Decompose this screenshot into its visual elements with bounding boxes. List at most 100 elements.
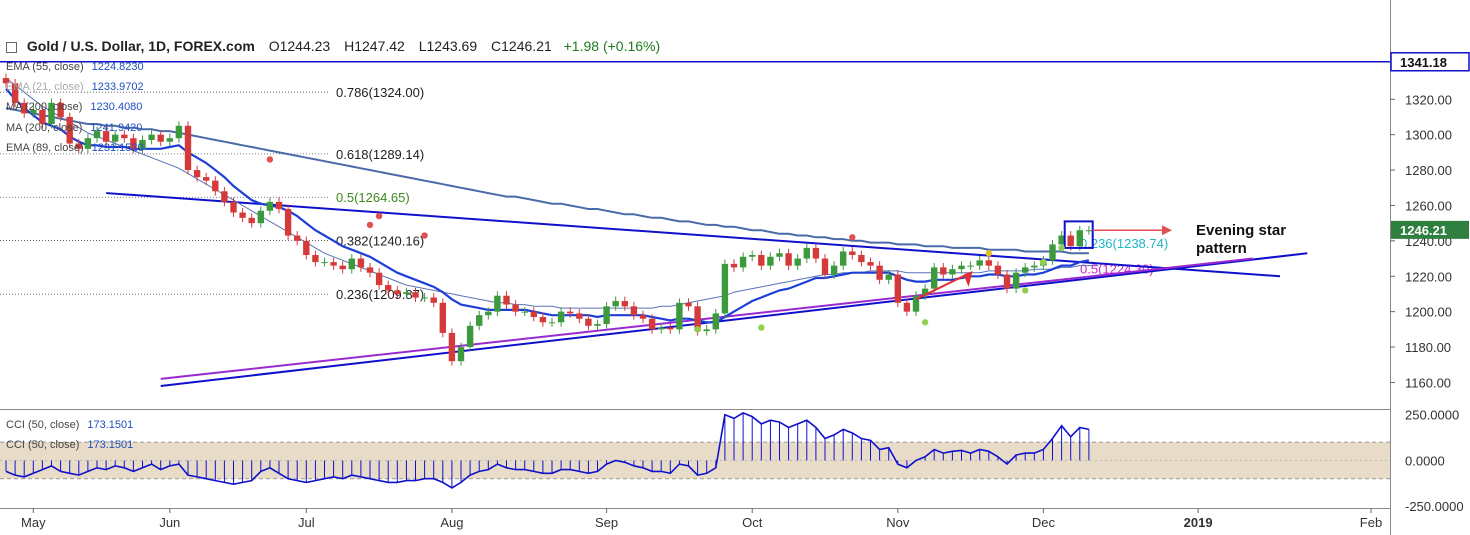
y-tick-label: 1200.00 (1405, 305, 1452, 320)
candle-body (84, 138, 92, 149)
x-tick-label: Oct (742, 515, 763, 530)
y-tick-label: 1260.00 (1405, 198, 1452, 213)
candle-body (421, 297, 428, 299)
candle-body (494, 295, 501, 312)
candle-body (266, 201, 274, 211)
candle-body (730, 263, 738, 268)
cci-label[interactable]: CCI (50, close) 173.1501 (6, 419, 134, 431)
y-tick-label: 1180.00 (1405, 340, 1451, 355)
fib-label: 0.786(1324.00) (336, 85, 424, 100)
candle-body (967, 265, 974, 267)
cci-label[interactable]: CCI (50, close) 173.1501 (6, 439, 134, 451)
candle-body (193, 170, 201, 178)
candle-body (48, 102, 55, 125)
candle-body (476, 315, 483, 326)
candle-body (676, 302, 683, 330)
indicator-label[interactable]: EMA (21, close) 1233.9702 (6, 81, 144, 93)
candle-body (803, 247, 810, 259)
candle-body (257, 210, 264, 224)
cci-panel: 250.0000 0.0000 -250.0000 (0, 408, 1464, 514)
price-tag-label: 1246.21 (1400, 223, 1447, 238)
time-axis: May Jun Jul Aug Sep Oct Nov Dec 2019 Feb (21, 508, 1382, 530)
signal-dot (1040, 258, 1047, 266)
candle-body (1067, 235, 1074, 247)
candle-body (739, 256, 747, 268)
signal-dot (266, 156, 274, 163)
candle-body (230, 201, 237, 213)
candle-body (658, 327, 665, 330)
signal-dot (1058, 244, 1065, 252)
signal-dot (375, 212, 383, 220)
candle-body (21, 102, 28, 114)
candle-body (758, 255, 765, 266)
candle-body (994, 265, 1002, 275)
candle-body (949, 269, 956, 275)
candle-body (1085, 230, 1093, 232)
price-tag-label: 1341.18 (1400, 55, 1447, 70)
candle-body (303, 240, 310, 256)
trendline-descending (106, 192, 1281, 278)
signal-dot (849, 234, 856, 241)
candle-body (530, 311, 537, 317)
candle-body (66, 116, 73, 144)
close-value: C1246.21 (491, 38, 552, 54)
trend-arrowhead (963, 270, 973, 287)
indicator-label[interactable]: EMA (55, close) 1224.8230 (6, 61, 144, 73)
candle-body (366, 267, 374, 273)
price-tag (1391, 220, 1469, 239)
x-tick-label: Sep (595, 515, 618, 530)
indicator-label[interactable]: MA (200, close) 1241.9420 (6, 122, 143, 134)
indicator-label[interactable]: EMA (89, close) 1231.1520 (6, 142, 144, 154)
candle-body (175, 125, 183, 139)
x-tick-label: Jul (298, 515, 315, 530)
candle-body (339, 265, 346, 270)
candle-body (1049, 244, 1056, 261)
signal-dot (694, 326, 701, 333)
candle-body (11, 83, 19, 103)
cci-tick-label: 0.0000 (1405, 453, 1445, 468)
candle-body (858, 255, 865, 263)
candle-body (130, 138, 137, 149)
candle-body (639, 315, 647, 319)
collapse-icon[interactable] (6, 41, 17, 53)
candle-body (466, 325, 474, 348)
candle-body (521, 311, 528, 313)
candle-body (1022, 267, 1029, 273)
trendlines (106, 192, 1308, 387)
candle-body (876, 265, 883, 280)
candle-body (612, 301, 619, 307)
x-tick-label: 2019 (1184, 515, 1213, 530)
candle-body (403, 292, 410, 294)
candle-body (275, 201, 283, 209)
candle-body (294, 235, 301, 241)
candle-body (166, 138, 173, 142)
candle-body (931, 267, 938, 289)
x-tick-label: Feb (1360, 515, 1382, 530)
y-tick-label: 1300.00 (1405, 128, 1452, 143)
candle-body (448, 332, 456, 362)
candle-body (794, 258, 801, 266)
candle-body (958, 265, 965, 270)
candle-body (903, 302, 911, 312)
pattern-label-line2: pattern (1196, 240, 1247, 257)
candle-body (439, 302, 446, 333)
indicator-label[interactable]: MA (200, close) 1230.4080 (6, 101, 143, 113)
change-value: +1.98 (+0.16%) (563, 38, 661, 54)
candle-body (221, 191, 228, 202)
x-tick-label: Aug (440, 515, 463, 530)
candle-body (694, 306, 701, 332)
candle-body (830, 265, 838, 275)
candle-body (921, 288, 929, 296)
candle-body (603, 306, 610, 325)
candle-body (157, 134, 164, 142)
fib-label: 0.618(1289.14) (336, 147, 424, 162)
candle-body (375, 272, 383, 286)
candle-body (849, 251, 856, 256)
candle-body (1058, 235, 1065, 245)
candle-body (767, 256, 774, 266)
candle-body (776, 253, 783, 257)
candle-body (312, 255, 319, 263)
symbol-title: Gold / U.S. Dollar, 1D, FOREX.com (26, 38, 255, 54)
cci-line (5, 412, 1090, 489)
